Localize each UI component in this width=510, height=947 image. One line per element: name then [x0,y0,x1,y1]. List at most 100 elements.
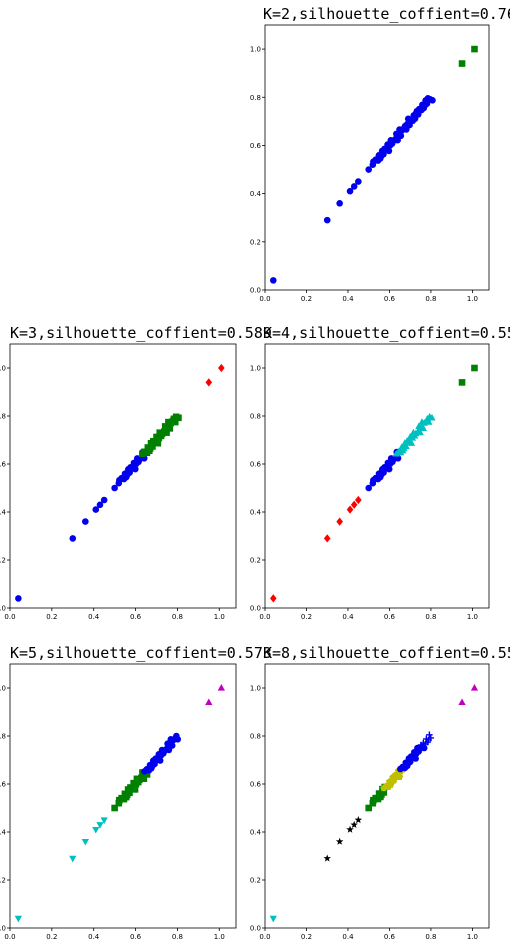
x-tick-label: 0.6 [130,933,142,941]
x-tick-label: 0.2 [46,933,57,941]
data-points [269,364,478,603]
x-tick-label: 0.8 [172,933,183,941]
x-tick-label: 0.2 [301,933,312,941]
x-tick-label: 0.4 [88,613,100,621]
point-cluster-4 [205,698,213,706]
x-tick-label: 0.2 [301,295,312,303]
y-tick-label: 0.8 [0,733,6,741]
point-cluster-1 [429,96,436,104]
y-tick-label: 0.6 [0,461,7,469]
point-cluster-1 [69,535,77,542]
point-cluster-1 [336,199,343,207]
point-cluster-1 [131,465,139,473]
point-cluster-3 [365,804,373,812]
point-cluster-2 [175,414,182,422]
y-tick-label: 0.8 [0,413,6,421]
subplot-title: K=8,silhouette_coffient=0.550 [263,644,510,662]
point-cluster-2 [163,429,170,436]
point-cluster-1 [14,915,23,923]
y-tick-label: 0.8 [250,733,261,741]
point-cluster-1 [385,147,393,155]
point-cluster-1 [92,506,100,513]
x-tick-label: 0.0 [4,613,15,621]
point-cluster-2 [323,854,331,862]
point-cluster-1 [355,495,362,505]
subplot-1: K=2,silhouette_coffient=0.767 0.0 0.2 0.4 0.… [250,5,510,303]
x-tick-label: 1.0 [467,295,478,303]
point-cluster-4 [458,379,466,386]
point-cluster-1 [82,518,89,525]
x-tick-label: 0.6 [384,295,396,303]
x-tick-label: 0.4 [342,295,354,303]
point-cluster-2 [365,484,373,492]
axes-frame [9,343,237,609]
point-cluster-1 [336,517,343,526]
point-cluster-3 [419,424,427,431]
data-points [269,45,478,284]
x-tick-label: 0.8 [172,613,183,621]
subplot-title: K=4,silhouette_coffient=0.557 [263,324,510,342]
axes-frame [264,343,490,609]
x-tick-label: 0.6 [130,613,142,621]
point-cluster-2 [471,45,478,53]
x-tick-label: 0.0 [4,933,15,941]
x-tick-label: 0.8 [425,613,436,621]
x-tick-label: 0.6 [384,933,396,941]
point-cluster-5 [412,755,419,762]
x-tick-label: 1.0 [467,933,478,941]
point-cluster-1 [397,132,405,140]
x-tick-label: 0.6 [384,613,396,621]
point-cluster-2 [346,825,354,833]
subplot-3: K=4,silhouette_coffient=0.557 0.0 0.2 0.4 0.… [250,324,510,621]
y-tick-label: 0.4 [250,509,262,517]
point-cluster-2 [385,465,393,473]
x-tick-label: 0.0 [259,295,270,303]
y-tick-label: 0.4 [0,829,7,837]
y-tick-label: 0.8 [250,94,261,102]
y-tick-label: 1.0 [0,685,6,693]
point-cluster-4 [396,773,404,780]
y-tick-label: 1.0 [250,365,261,373]
subplot-4: K=5,silhouette_coffient=0.573 0.0 0.2 0.4 0.… [0,644,272,941]
y-tick-label: 0.6 [250,461,262,469]
x-tick-label: 0.4 [88,933,100,941]
y-tick-label: 0.2 [250,877,261,885]
y-tick-label: 0.2 [0,877,6,885]
axes-frame [9,663,237,929]
point-cluster-1 [96,501,104,509]
point-cluster-2 [354,816,363,824]
x-tick-label: 0.4 [342,613,354,621]
point-cluster-1 [323,216,331,224]
point-cluster-2 [140,775,148,783]
point-cluster-3 [428,413,436,421]
point-cluster-3 [205,378,213,387]
x-tick-label: 1.0 [214,613,225,621]
y-tick-label: 0.0 [0,605,6,613]
y-tick-label: 0.4 [250,829,262,837]
axes-frame [264,24,490,291]
point-cluster-2 [131,786,139,793]
point-cluster-2 [111,804,118,812]
data-points [269,684,479,923]
axes-frame [264,663,490,929]
data-points [14,684,225,923]
point-cluster-2 [335,837,344,845]
point-cluster-1 [350,500,358,509]
point-cluster-3 [168,742,176,749]
point-cluster-2 [394,454,402,462]
y-tick-label: 0.4 [0,509,7,517]
x-tick-label: 1.0 [214,933,225,941]
point-cluster-3 [173,732,180,740]
point-cluster-3 [407,439,416,446]
y-tick-label: 0.4 [250,190,262,198]
point-cluster-2 [350,820,358,829]
y-tick-label: 1.0 [250,46,261,54]
x-tick-label: 0.0 [259,933,270,941]
point-cluster-4 [471,364,478,372]
point-cluster-1 [100,496,108,504]
x-tick-label: 0.0 [259,613,270,621]
y-tick-label: 0.2 [250,557,261,565]
subplot-title: K=2,silhouette_coffient=0.767 [263,5,510,23]
y-tick-label: 0.2 [250,238,261,246]
